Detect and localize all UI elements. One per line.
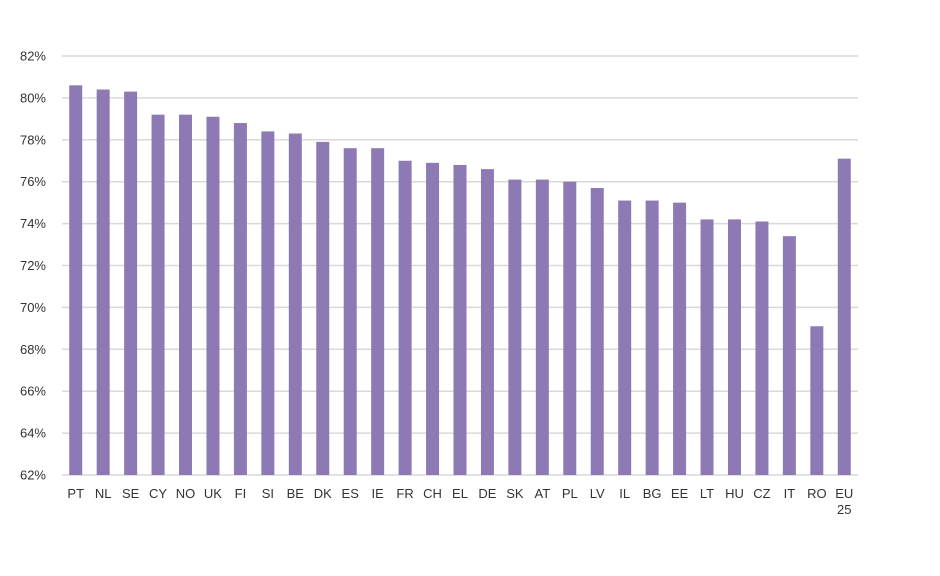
x-tick-label: SK bbox=[506, 486, 524, 501]
bar bbox=[810, 326, 824, 475]
y-axis-tick-labels: 62% 64% 66% 68% 70% 72% 74% 76% 78% 80% 82% bbox=[20, 49, 46, 483]
x-tick-label: EL bbox=[452, 486, 468, 501]
bar bbox=[179, 114, 193, 475]
x-tick-label: IT bbox=[784, 486, 796, 501]
x-tick-label: CH bbox=[423, 486, 442, 501]
y-tick-label: 72% bbox=[20, 258, 46, 273]
x-tick-label: DE bbox=[478, 486, 496, 501]
x-tick-label: SI bbox=[262, 486, 274, 501]
x-tick-label: BE bbox=[287, 486, 305, 501]
y-tick-label: 74% bbox=[20, 216, 46, 231]
x-tick-label: RO bbox=[807, 486, 827, 501]
x-tick-label: LT bbox=[700, 486, 714, 501]
bar bbox=[206, 116, 220, 475]
x-tick-label: ES bbox=[342, 486, 360, 501]
bar bbox=[426, 162, 440, 475]
y-tick-label: 82% bbox=[20, 49, 46, 64]
x-tick-label: IL bbox=[619, 486, 630, 501]
x-tick-label: HU bbox=[725, 486, 744, 501]
y-tick-label: 80% bbox=[20, 90, 46, 105]
bar bbox=[508, 179, 522, 476]
x-axis-category-labels: PT NL SE CY NO UK FI SI BE DK ES IE FR CH EL DE SK AT PL LV… bbox=[67, 486, 853, 517]
x-tick-label: PT bbox=[67, 486, 84, 501]
x-tick-label: SE bbox=[122, 486, 140, 501]
bar bbox=[727, 219, 741, 475]
bar bbox=[96, 89, 110, 476]
y-tick-label: 66% bbox=[20, 384, 46, 399]
x-tick-label: DK bbox=[314, 486, 332, 501]
bar bbox=[535, 179, 549, 476]
bars bbox=[69, 85, 851, 476]
bar bbox=[343, 148, 357, 475]
y-tick-label: 70% bbox=[20, 300, 46, 315]
x-tick-label: FR bbox=[396, 486, 413, 501]
bar bbox=[151, 114, 165, 475]
bar bbox=[69, 85, 83, 475]
bar bbox=[563, 181, 577, 475]
x-tick-label: IE bbox=[372, 486, 385, 501]
bar bbox=[837, 158, 851, 475]
bar bbox=[590, 187, 604, 476]
bar bbox=[755, 221, 769, 475]
x-tick-label: LV bbox=[590, 486, 605, 501]
bar bbox=[371, 148, 385, 475]
bar bbox=[673, 202, 687, 475]
bar bbox=[618, 200, 632, 475]
bar bbox=[316, 141, 330, 475]
bar bbox=[398, 160, 412, 475]
x-tick-label: EU 25 bbox=[835, 486, 853, 517]
bar bbox=[645, 200, 659, 475]
bar bbox=[288, 133, 302, 475]
bar bbox=[700, 219, 714, 475]
bar bbox=[124, 91, 138, 476]
x-tick-label: NL bbox=[95, 486, 112, 501]
bar bbox=[782, 236, 796, 475]
bar bbox=[480, 169, 494, 475]
x-tick-label: AT bbox=[535, 486, 551, 501]
x-tick-label: UK bbox=[204, 486, 222, 501]
y-tick-label: 68% bbox=[20, 342, 46, 357]
x-tick-label: CZ bbox=[753, 486, 770, 501]
bar bbox=[453, 164, 467, 475]
x-tick-label: PL bbox=[562, 486, 578, 501]
y-tick-label: 78% bbox=[20, 132, 46, 147]
x-tick-label: CY bbox=[149, 486, 167, 501]
x-tick-label: FI bbox=[235, 486, 247, 501]
bar bbox=[261, 131, 275, 476]
y-tick-label: 62% bbox=[20, 468, 46, 483]
x-tick-label: BG bbox=[643, 486, 662, 501]
bar bbox=[233, 123, 247, 475]
x-tick-label: EE bbox=[671, 486, 689, 501]
y-tick-label: 64% bbox=[20, 426, 46, 441]
x-tick-label: NO bbox=[176, 486, 196, 501]
y-tick-label: 76% bbox=[20, 174, 46, 189]
